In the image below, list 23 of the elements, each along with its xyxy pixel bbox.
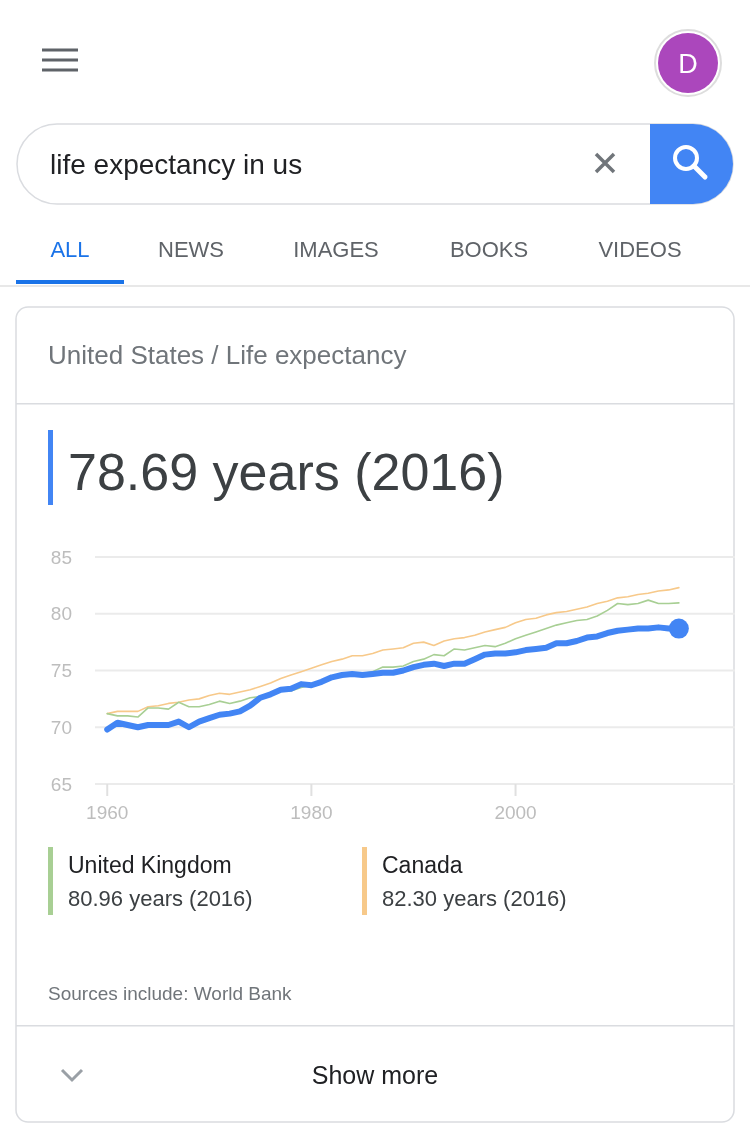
y-tick-label: 75 [50, 660, 72, 682]
text: BOOKS [449, 237, 529, 262]
y-tick-label: 65 [50, 773, 72, 795]
text: NEWS [158, 237, 224, 262]
source-note: Sources include: World Bank [48, 983, 293, 1004]
text: ALL [50, 237, 90, 262]
text: 82.30 years (2016) [382, 886, 567, 911]
text: Show more [311, 1061, 439, 1089]
chart-title: United States / Life expectancy [48, 340, 407, 370]
text: D [678, 49, 698, 79]
y-tick-label: 85 [50, 546, 72, 568]
text: IMAGES [293, 237, 379, 262]
x-tick-label: 2000 [494, 802, 537, 823]
x-tick-label: 1980 [290, 802, 333, 823]
legend-label: Canada [382, 852, 463, 878]
text: VIDEOS [598, 237, 682, 262]
chart-subtitle: 78.69 years (2016) [68, 443, 505, 501]
y-tick-label: 80 [50, 603, 72, 625]
y-tick-label: 70 [50, 716, 72, 738]
x-tick-label: 1960 [86, 802, 129, 823]
text: 80.96 years (2016) [68, 886, 253, 911]
text: life expectancy in us [50, 149, 303, 180]
legend-label: United Kingdom [68, 852, 232, 878]
